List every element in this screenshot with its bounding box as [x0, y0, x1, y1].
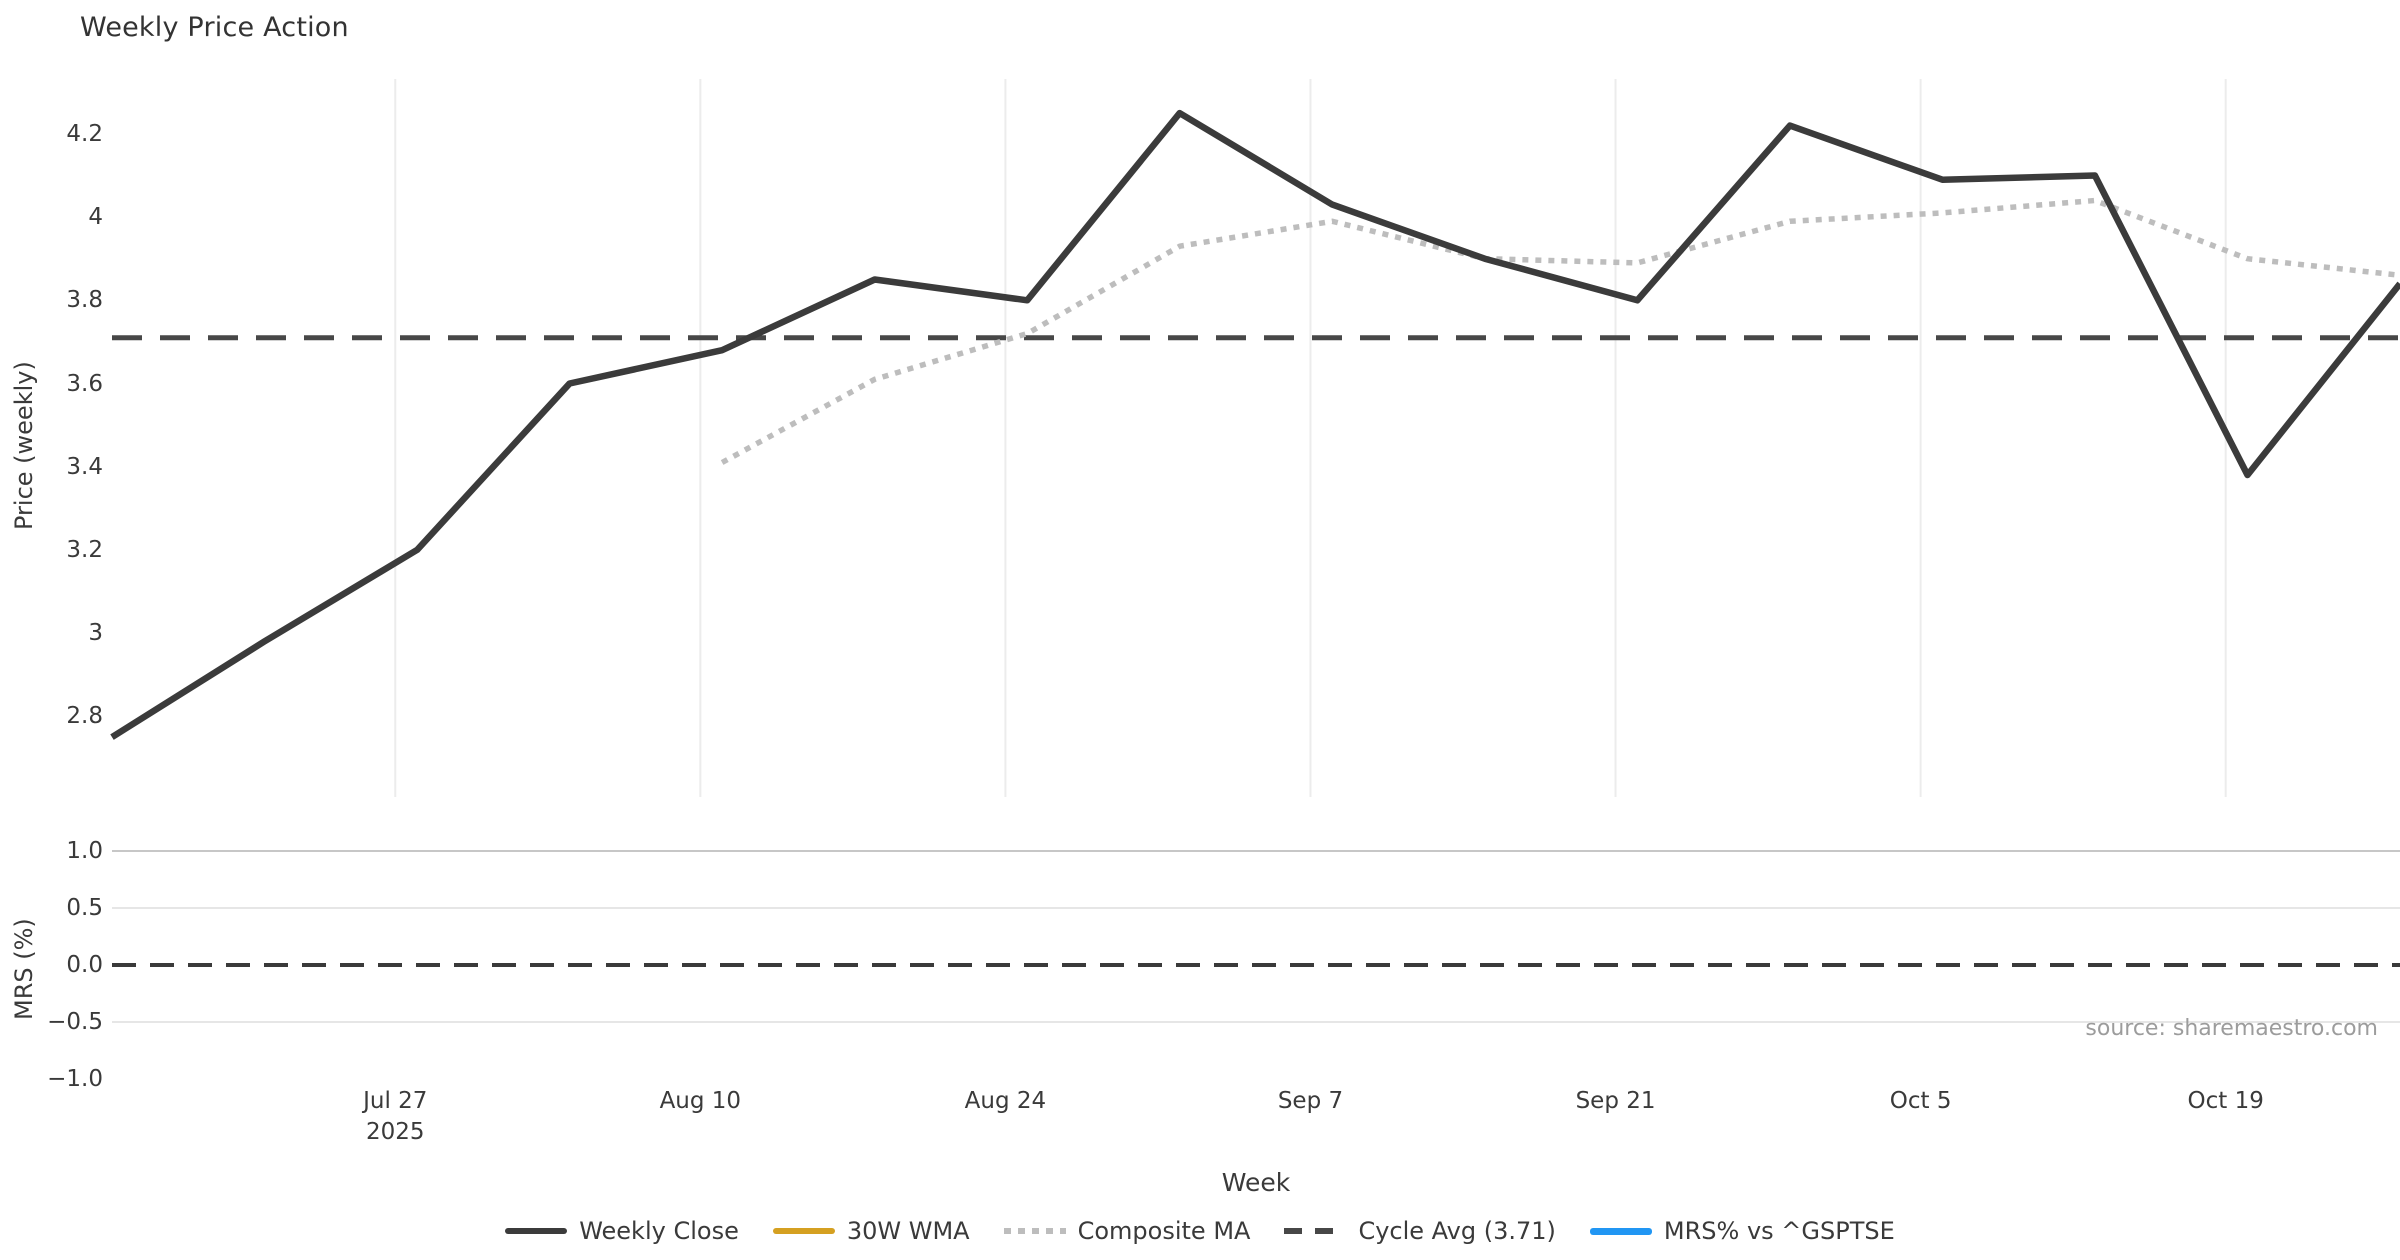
- x-tick-label: Aug 24: [964, 1088, 1047, 1114]
- y-tick-label: 3: [88, 620, 103, 647]
- y-tick-label: 0.0: [66, 952, 103, 978]
- x-tick-year-label: 2025: [365, 1119, 425, 1145]
- composite-ma-line: [720, 197, 2400, 465]
- dotted-gray-legend-swatch-icon: [1003, 1228, 1066, 1234]
- chart-title: Weekly Price Action: [80, 12, 349, 43]
- x-tick-label: Jul 27 2025: [315, 1088, 475, 1145]
- source-note: source: sharemaestro.com: [2085, 1016, 2378, 1041]
- y-tick-label: 3.6: [66, 370, 103, 397]
- y-tick-label: −0.5: [47, 1009, 103, 1036]
- y-tick-label: 0.5: [66, 894, 103, 921]
- y-tick-label: 3.8: [66, 287, 103, 314]
- legend-item: Cycle Avg (3.71): [1284, 1217, 1556, 1245]
- y-tick-label: 3.4: [66, 453, 103, 480]
- x-tick-label: Oct 19: [2187, 1088, 2264, 1114]
- x-tick-label: Aug 10: [659, 1088, 742, 1114]
- y-tick-label: 4.2: [66, 120, 103, 147]
- y-tick-label: 1.0: [66, 837, 103, 864]
- weekly-close-line: [110, 109, 2400, 740]
- legend-item: Composite MA: [1003, 1217, 1251, 1245]
- solid-dark-legend-swatch-icon: [505, 1228, 568, 1234]
- dashed-dark-legend-swatch-icon: [1284, 1228, 1347, 1234]
- legend: Weekly Close 30W WMA Composite MA Cycle Avg…: [0, 1215, 2400, 1247]
- x-tick-label: Oct 5: [1889, 1088, 1952, 1114]
- y-tick-label: 4: [88, 204, 103, 231]
- y-tick-label: 3.2: [66, 536, 103, 563]
- x-axis-label: Week: [1221, 1168, 1291, 1197]
- legend-item: 30W WMA: [772, 1217, 970, 1245]
- legend-item: MRS% vs ^GSPTSE: [1589, 1217, 1895, 1245]
- legend-item: Weekly Close: [505, 1217, 739, 1245]
- legend-label: 30W WMA: [846, 1217, 970, 1245]
- x-tick-label: Sep 21: [1575, 1088, 1656, 1114]
- solid-gold-legend-swatch-icon: [772, 1228, 835, 1234]
- legend-label: Composite MA: [1077, 1217, 1251, 1245]
- x-tick-label: Sep 7: [1277, 1088, 1344, 1114]
- legend-label: MRS% vs ^GSPTSE: [1663, 1217, 1895, 1245]
- solid-blue-legend-swatch-icon: [1589, 1227, 1652, 1235]
- legend-label: Cycle Avg (3.71): [1358, 1217, 1556, 1245]
- y-tick-label: −1.0: [47, 1066, 103, 1093]
- y-tick-label: 2.8: [66, 703, 103, 730]
- legend-label: Weekly Close: [579, 1217, 739, 1245]
